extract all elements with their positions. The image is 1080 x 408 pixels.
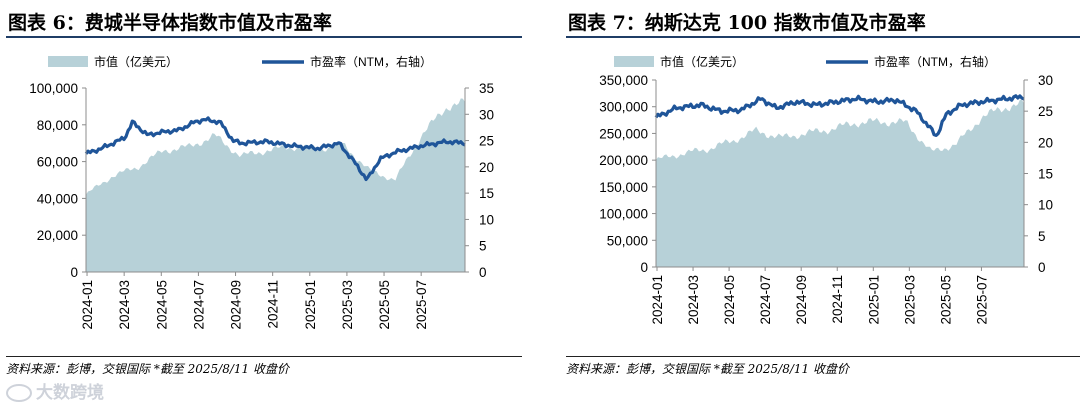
- title-rule: [6, 36, 522, 38]
- watermark-text: 大数跨境: [36, 383, 104, 403]
- x-tick-label: 2025-01: [303, 280, 318, 330]
- y-left-tick-label: 0: [70, 265, 78, 280]
- y-left-tick-label: 80,000: [37, 118, 78, 133]
- y-right-tick-label: 35: [479, 81, 494, 96]
- y-right-tick-label: 10: [479, 212, 494, 227]
- x-tick-label: 2024-09: [229, 280, 244, 330]
- chart-svg: 市值（亿美元） 市盈率（NTM，右轴） 100,000 80,000 60,000 40,…: [29, 54, 494, 330]
- y-right-tick-label: 15: [479, 186, 494, 201]
- y-left-tick-label: 100,000: [599, 207, 648, 222]
- pe-ratio-line: [84, 116, 466, 182]
- y-left-tick-label: 100,000: [29, 81, 78, 96]
- y-right-tick-label: 25: [479, 134, 494, 149]
- y-right-tick-label: 20: [1038, 135, 1053, 150]
- x-tick-label: 2024-11: [266, 280, 281, 329]
- x-tick-label: 2025-05: [938, 275, 953, 325]
- market-cap-area: [656, 99, 1024, 267]
- y-right-tick-label: 25: [1038, 104, 1053, 119]
- x-tick-label: 2025-07: [974, 275, 989, 325]
- legend-area-label: 市值（亿美元）: [660, 54, 744, 69]
- y-left-tick-label: 350,000: [599, 73, 648, 88]
- y-right-tick-label: 0: [1038, 260, 1046, 275]
- chart-panel-1: 图表 6：费城半导体指数市值及市盈率 市值（亿美元） 市盈率（NTM，右轴） 100…: [0, 0, 530, 408]
- x-tick-label: 2025-01: [866, 275, 881, 325]
- watermark: 大数跨境: [6, 378, 104, 403]
- x-tick-label: 2024-07: [191, 280, 206, 330]
- y-right-tick-label: 5: [1038, 229, 1046, 244]
- x-tick-label: 2024-09: [794, 275, 809, 325]
- x-tick-label: 2024-05: [722, 275, 737, 325]
- title-rule: [566, 36, 1080, 38]
- y-right-tick-label: 10: [1038, 198, 1053, 213]
- legend-line-label: 市盈率（NTM，右轴）: [874, 54, 996, 69]
- chart-title: 图表 6：费城半导体指数市值及市盈率: [8, 12, 332, 34]
- y-right-tick-label: 30: [479, 107, 494, 122]
- source-note: 资料来源：彭博，交银国际 *截至 2025/8/11 收盘价: [566, 356, 1080, 377]
- y-left-tick-label: 0: [640, 260, 648, 275]
- x-tick-label: 2024-11: [830, 275, 845, 324]
- legend-area-label: 市值（亿美元）: [94, 54, 178, 69]
- legend-line-label: 市盈率（NTM，右轴）: [310, 54, 432, 69]
- y-right-tick-label: 15: [1038, 167, 1053, 182]
- legend-area-swatch: [48, 56, 88, 67]
- x-tick-label: 2024-03: [686, 275, 701, 325]
- x-tick-label: 2024-01: [80, 280, 95, 330]
- x-tick-label: 2024-03: [117, 280, 132, 330]
- y-left-tick-label: 200,000: [599, 153, 648, 168]
- x-tick-label: 2025-03: [340, 280, 355, 330]
- market-cap-area: [86, 98, 465, 273]
- x-tick-label: 2025-07: [414, 280, 429, 330]
- y-right-tick-label: 30: [1038, 73, 1053, 88]
- x-tick-label: 2024-05: [154, 280, 169, 330]
- y-left-tick-label: 250,000: [599, 126, 648, 141]
- y-left-tick-label: 150,000: [599, 180, 648, 195]
- pe-ratio-line: [654, 94, 1025, 137]
- logo-icon: [6, 384, 32, 402]
- chart-svg: 市值（亿美元） 市盈率（NTM，右轴） 350,000 300,000 250,000 2…: [599, 54, 1053, 325]
- x-tick-label: 2025-05: [377, 280, 392, 330]
- y-left-tick-label: 50,000: [607, 233, 648, 248]
- y-left-tick-label: 300,000: [599, 100, 648, 115]
- legend-area-swatch: [614, 56, 654, 67]
- chart-title: 图表 7：纳斯达克 100 指数市值及市盈率: [568, 12, 926, 34]
- y-left-tick-label: 40,000: [37, 191, 78, 206]
- source-note: 资料来源：彭博，交银国际 *截至 2025/8/11 收盘价: [6, 356, 522, 377]
- y-right-tick-label: 5: [479, 239, 487, 254]
- y-right-tick-label: 0: [479, 265, 487, 280]
- y-left-tick-label: 20,000: [37, 228, 78, 243]
- y-left-tick-label: 60,000: [37, 155, 78, 170]
- y-right-tick-label: 20: [479, 160, 494, 175]
- chart-panel-2: 图表 7：纳斯达克 100 指数市值及市盈率 市值（亿美元） 市盈率（NTM，右轴…: [560, 0, 1080, 408]
- x-tick-label: 2024-07: [758, 275, 773, 325]
- x-tick-label: 2025-03: [902, 275, 917, 325]
- x-tick-label: 2024-01: [650, 275, 665, 325]
